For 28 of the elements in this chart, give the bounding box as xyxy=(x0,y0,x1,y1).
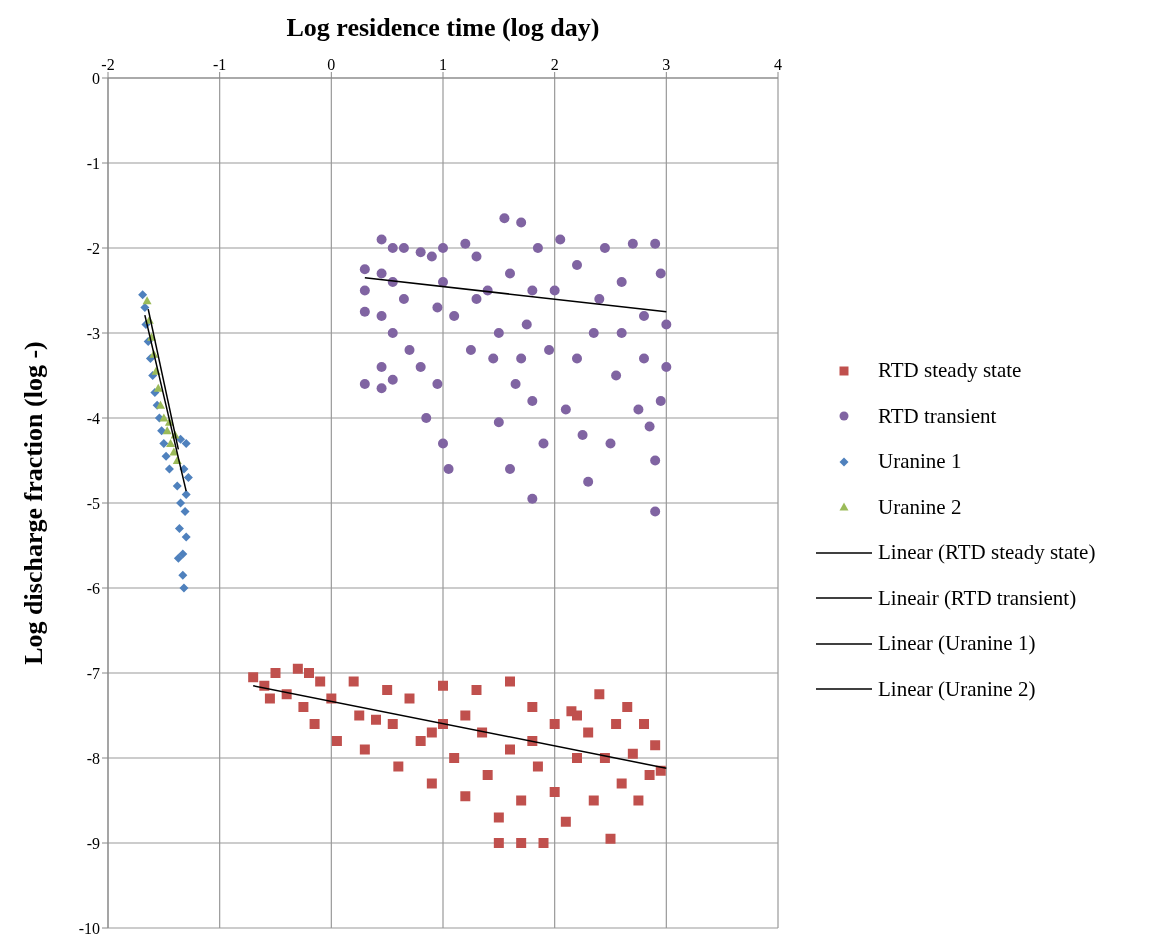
y-tick-label: -2 xyxy=(86,239,100,257)
legend-label: Uranine 1 xyxy=(878,449,962,475)
legend-label: RTD steady state xyxy=(878,358,1022,384)
y-tick-label: -4 xyxy=(86,409,100,427)
y-tick-label: -10 xyxy=(78,919,100,937)
y-tick-label: 0 xyxy=(92,69,100,87)
x-tick-label: 2 xyxy=(550,56,559,73)
x-tick-label: -1 xyxy=(213,56,227,73)
y-tick-label: -3 xyxy=(86,324,100,342)
y-tick-label: -9 xyxy=(86,834,100,852)
legend-label: Linear (Uranine 2) xyxy=(878,676,1036,702)
x-axis-title: Log residence time (log day) xyxy=(286,13,600,43)
x-tick-label: 0 xyxy=(327,56,336,73)
legend-label: Uranine 2 xyxy=(878,494,962,520)
legend-label: Linear (Uranine 1) xyxy=(878,631,1036,657)
y-tick-label: -1 xyxy=(86,154,100,172)
x-tick-label: 3 xyxy=(662,56,671,73)
y-axis-title: Log discharge fraction (log -) xyxy=(19,341,49,665)
y-tick-label: -8 xyxy=(86,749,100,767)
y-tick-label: -5 xyxy=(86,494,100,512)
legend-label: RTD transient xyxy=(878,403,997,429)
legend-label: Linear (RTD steady state) xyxy=(878,540,1096,566)
legend-label: Lineair (RTD transient) xyxy=(878,585,1077,611)
y-tick-label: -6 xyxy=(86,579,100,597)
y-tick-label: -7 xyxy=(86,664,100,682)
x-tick-label: 4 xyxy=(774,56,782,73)
x-tick-label: -2 xyxy=(101,56,115,73)
x-tick-label: 1 xyxy=(439,56,447,73)
